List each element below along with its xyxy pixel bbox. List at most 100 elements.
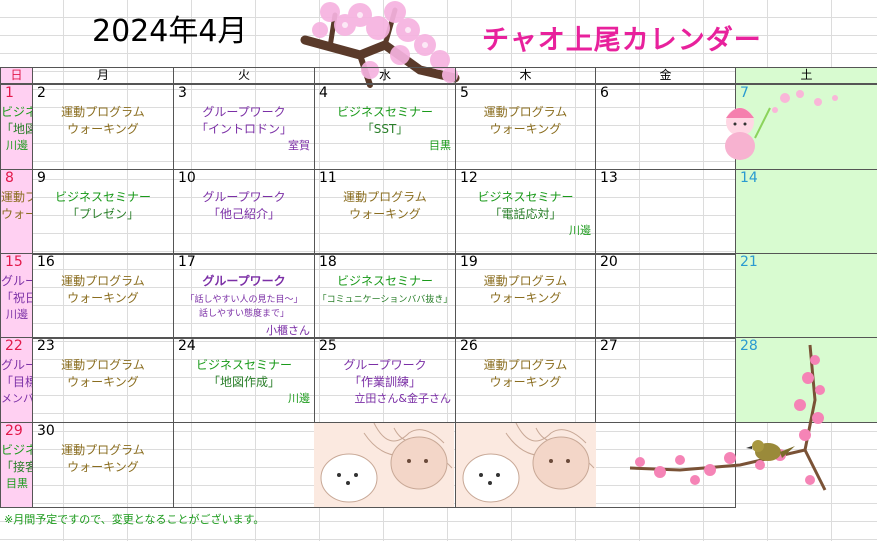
day-cell[interactable]: 28 bbox=[735, 337, 877, 423]
day-cell[interactable] bbox=[455, 422, 596, 508]
day-number: 9 bbox=[37, 170, 46, 186]
weekday-header: 日 bbox=[0, 67, 33, 84]
day-cell[interactable]: 5 運動プログラム ウォーキング bbox=[455, 84, 596, 170]
day-number: 1 bbox=[5, 85, 14, 101]
day-cell[interactable]: 12 ビジネスセミナー 「電話応対」 川邊 bbox=[455, 169, 596, 255]
day-number: 7 bbox=[740, 85, 749, 101]
day-cell[interactable]: 6 bbox=[595, 84, 736, 170]
day-cell[interactable] bbox=[314, 422, 456, 508]
weekday-header: 水 bbox=[314, 67, 456, 84]
event-line: 川邊 bbox=[6, 308, 28, 321]
day-cell[interactable]: 9 ビジネスセミナー 「プレゼン」 bbox=[32, 169, 174, 255]
event-line: ウォーキング bbox=[67, 460, 139, 474]
day-cell[interactable]: 19 運動プログラム ウォーキング bbox=[455, 253, 596, 339]
calendar-subtitle: チャオ上尾カレンダー bbox=[482, 25, 762, 56]
day-number: 4 bbox=[319, 85, 328, 101]
day-number: 22 bbox=[5, 338, 23, 354]
event-line: 小櫃さん bbox=[266, 324, 310, 337]
day-cell[interactable]: 16 運動プログラム ウォーキング bbox=[32, 253, 174, 339]
event-line: 運動プログラム bbox=[61, 443, 145, 457]
event-line: ビジネスセミナー bbox=[1, 105, 32, 119]
day-number: 5 bbox=[460, 85, 469, 101]
day-cell[interactable]: 15 グループワーク「祝日を作ろう」川邊 bbox=[0, 253, 33, 339]
day-number: 24 bbox=[178, 338, 196, 354]
event-line: 「電話応対」 bbox=[489, 207, 562, 221]
day-cell[interactable]: 25 グループワーク 「作業訓練」 立田さん&金子さん bbox=[314, 337, 456, 423]
day-cell[interactable]: 7 bbox=[735, 84, 877, 170]
day-cell[interactable]: 13 bbox=[595, 169, 736, 255]
footer-note: ※月間予定ですので、変更となることがございます。 bbox=[4, 513, 265, 526]
event-line: 「他己紹介」 bbox=[207, 207, 280, 221]
day-cell[interactable]: 21 bbox=[735, 253, 877, 339]
weekday-header: 月 bbox=[32, 67, 174, 84]
day-number: 21 bbox=[740, 254, 758, 270]
day-number: 6 bbox=[600, 85, 609, 101]
event-line: グループワーク bbox=[202, 274, 286, 288]
day-number: 17 bbox=[178, 254, 196, 270]
event-line: 運動プログラム bbox=[61, 105, 145, 119]
event-line: 川邊 bbox=[6, 139, 28, 152]
event-line: 「話しやすい人の見た目～」 bbox=[185, 295, 303, 305]
day-cell[interactable]: 2 運動プログラム ウォーキング bbox=[32, 84, 174, 170]
event-line: ビジネスセミナー bbox=[54, 190, 151, 204]
day-number: 25 bbox=[319, 338, 337, 354]
event-line: ウォーキング bbox=[489, 375, 562, 389]
event-line: 「コミュニケーションババ抜き」 bbox=[317, 295, 453, 305]
day-cell[interactable]: 22 グループワーク「目標決め」メンバーさん bbox=[0, 337, 33, 423]
event-line: ウォーキング bbox=[67, 291, 139, 305]
event-line: ウォーキング bbox=[489, 291, 562, 305]
event-line: ビジネスセミナー bbox=[1, 443, 32, 457]
day-number: 8 bbox=[5, 170, 14, 186]
day-cell[interactable]: 3 グループワーク 「イントロドン」 室賀 bbox=[173, 84, 315, 170]
calendar-title: 2024年4月 bbox=[92, 14, 248, 49]
event-line: 運動プログラム bbox=[483, 358, 568, 372]
day-cell[interactable]: 24 ビジネスセミナー 「地図作成」 川邊 bbox=[173, 337, 315, 423]
day-cell[interactable]: 4 ビジネスセミナー 「SST」 目黒 bbox=[314, 84, 456, 170]
event-line: ウォーキング bbox=[489, 122, 562, 136]
day-number: 18 bbox=[319, 254, 337, 270]
event-line: 「SST」 bbox=[361, 122, 409, 136]
day-number: 30 bbox=[37, 423, 55, 439]
day-number: 19 bbox=[460, 254, 478, 270]
day-cell[interactable]: 20 bbox=[595, 253, 736, 339]
event-line: 「地図作成」 bbox=[1, 122, 32, 136]
day-number: 2 bbox=[37, 85, 46, 101]
day-cell[interactable] bbox=[595, 422, 736, 508]
day-number: 13 bbox=[600, 170, 618, 186]
event-line: 運動プログラム bbox=[343, 190, 427, 204]
day-cell[interactable]: 17 グループワーク 「話しやすい人の見た目～」 話しやすい態度まで」 小櫃さん bbox=[173, 253, 315, 339]
day-number: 11 bbox=[319, 170, 337, 186]
event-line: グループワーク bbox=[202, 105, 286, 119]
event-line: ビジネスセミナー bbox=[336, 105, 433, 119]
event-line: 「地図作成」 bbox=[207, 375, 280, 389]
day-number: 20 bbox=[600, 254, 618, 270]
event-line: ウォーキング bbox=[1, 207, 32, 221]
day-cell[interactable]: 14 bbox=[735, 169, 877, 255]
day-cell[interactable]: 29 ビジネスセミナー「接客」目黒 bbox=[0, 422, 33, 508]
day-cell[interactable]: 30 運動プログラム ウォーキング bbox=[32, 422, 174, 508]
day-number: 27 bbox=[600, 338, 618, 354]
event-line: 運動プログラム bbox=[1, 190, 32, 204]
day-cell[interactable]: 10 グループワーク 「他己紹介」 bbox=[173, 169, 315, 255]
event-line: メンバーさん bbox=[1, 392, 33, 405]
event-line: ウォーキング bbox=[67, 122, 139, 136]
weekday-header: 火 bbox=[173, 67, 315, 84]
day-cell[interactable]: 26 運動プログラム ウォーキング bbox=[455, 337, 596, 423]
event-line: グループワーク bbox=[202, 190, 286, 204]
event-line: 川邊 bbox=[288, 392, 310, 405]
event-line: ウォーキング bbox=[67, 375, 139, 389]
day-cell[interactable]: 11 運動プログラム ウォーキング bbox=[314, 169, 456, 255]
day-cell[interactable]: 27 bbox=[595, 337, 736, 423]
day-number: 12 bbox=[460, 170, 478, 186]
day-cell[interactable] bbox=[173, 422, 315, 508]
day-number: 15 bbox=[5, 254, 23, 270]
event-line: グループワーク bbox=[1, 274, 33, 288]
event-line: 「プレゼン」 bbox=[66, 207, 139, 221]
day-cell[interactable]: 1 ビジネスセミナー「地図作成」川邊 bbox=[0, 84, 33, 170]
event-line: 「接客」 bbox=[1, 460, 32, 474]
day-cell[interactable]: 23 運動プログラム ウォーキング bbox=[32, 337, 174, 423]
day-cell[interactable]: 18 ビジネスセミナー 「コミュニケーションババ抜き」 bbox=[314, 253, 456, 339]
event-line: 「目標決め」 bbox=[1, 375, 32, 389]
event-line: 川邊 bbox=[569, 224, 591, 237]
